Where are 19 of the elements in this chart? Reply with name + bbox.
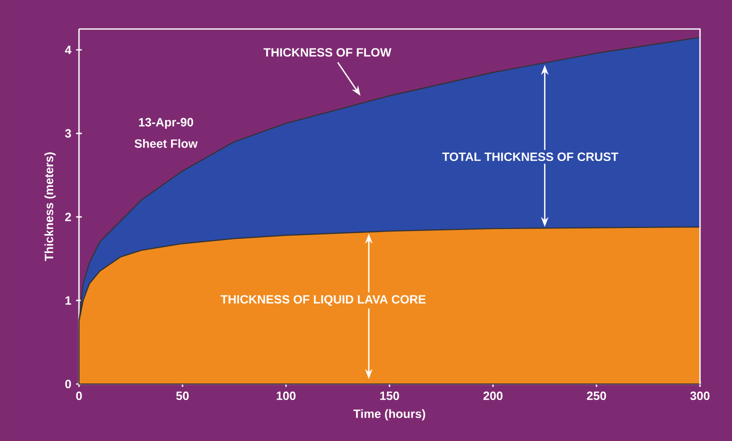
x-tick-label: 150 [380,392,400,400]
y-tick-label: 4 [64,46,72,54]
y-axis-title: Thickness (meters) [44,152,56,262]
x-tick-label: 50 [176,392,189,400]
x-tick-label: 250 [586,392,606,400]
x-tick-label: 200 [483,392,503,400]
y-tick-label: 1 [66,296,72,305]
x-axis-title: Time (hours) [353,409,426,420]
annotation: THICKNESS OF FLOW [264,48,392,57]
y-tick-label: 3 [65,129,72,138]
y-tick-label: 0 [65,380,71,388]
annotation: 13-Apr-90 [139,118,194,129]
annotation: TOTAL THICKNESS OF CRUST [442,152,618,162]
annotation: THICKNESS OF LIQUID LAVA CORE [220,295,426,306]
x-tick-label: 0 [76,392,82,400]
x-tick-label: 300 [690,392,710,400]
x-tick-label: 100 [276,392,296,400]
y-tick-label: 2 [65,212,71,222]
annotation: Sheet Flow [134,139,198,148]
